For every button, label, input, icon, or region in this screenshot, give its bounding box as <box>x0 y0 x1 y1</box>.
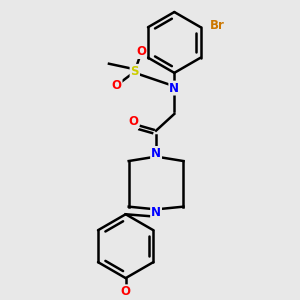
Text: O: O <box>136 45 146 58</box>
Text: S: S <box>130 65 139 78</box>
Text: O: O <box>121 285 131 298</box>
Text: N: N <box>151 147 161 160</box>
Text: Br: Br <box>210 19 225 32</box>
Text: N: N <box>169 82 179 94</box>
Text: O: O <box>128 115 138 128</box>
Text: N: N <box>151 206 161 219</box>
Text: O: O <box>112 79 122 92</box>
